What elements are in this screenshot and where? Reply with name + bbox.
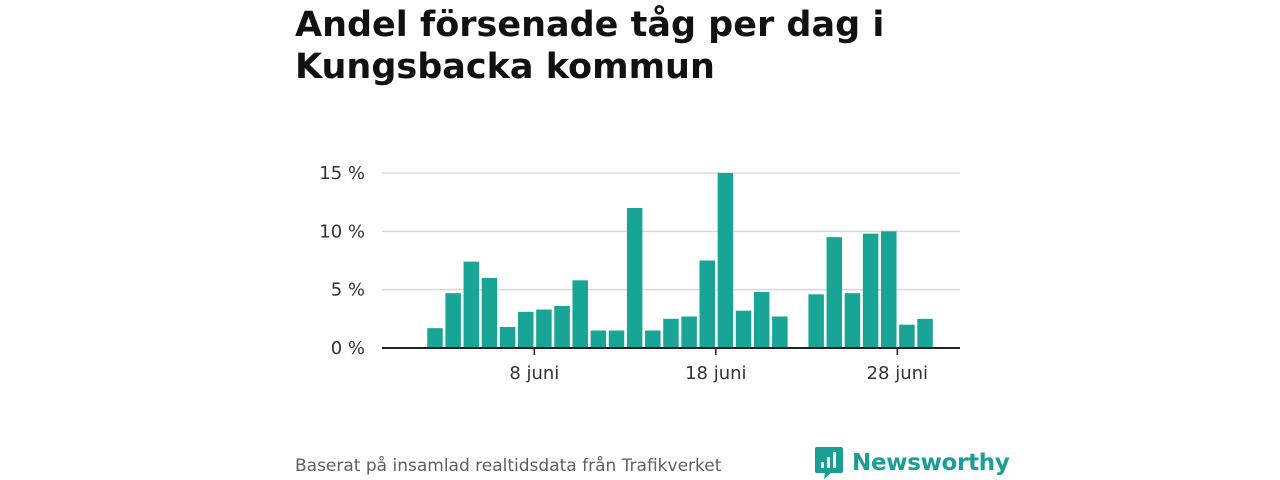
bar [499,327,516,348]
bar [753,292,770,348]
x-tick-label: 28 juni [867,363,928,384]
bar [844,293,861,348]
bar [445,293,461,348]
brand-logo[interactable]: Newsworthy [814,446,1010,480]
y-tick-label: 5 % [331,280,365,301]
bar [699,260,715,348]
x-tick-label: 8 juni [509,363,559,384]
bar [899,324,915,348]
bar [826,237,843,348]
bar [518,311,534,348]
bar [590,330,607,348]
bar [427,328,443,348]
bar [808,294,824,348]
chart-bubble-icon [815,447,843,479]
bar [881,231,897,348]
bar [554,306,570,348]
bar [862,233,879,348]
bar [536,309,552,348]
bar [608,330,625,348]
brand-name: Newsworthy [852,450,1010,476]
bar [572,280,588,348]
y-tick-label: 15 % [319,163,365,184]
bars [427,173,933,348]
chart-title: Andel försenade tåg per dag i Kungsbacka… [295,5,885,87]
bar [626,208,643,348]
bar [735,310,752,348]
y-tick-label: 10 % [319,221,365,242]
bar [717,173,734,348]
bar [663,318,679,348]
bar [645,330,661,348]
bar [681,316,697,348]
source-note: Baserat på insamlad realtidsdata från Tr… [295,456,722,476]
y-tick-label: 0 % [331,338,365,359]
bar [481,278,498,348]
bar [917,318,933,348]
bar [463,261,480,348]
bar [772,316,788,348]
axes: 0 % 5 % 10 % 15 % 8 juni 18 juni 28 juni [319,163,960,384]
x-tick-label: 18 juni [685,363,746,384]
